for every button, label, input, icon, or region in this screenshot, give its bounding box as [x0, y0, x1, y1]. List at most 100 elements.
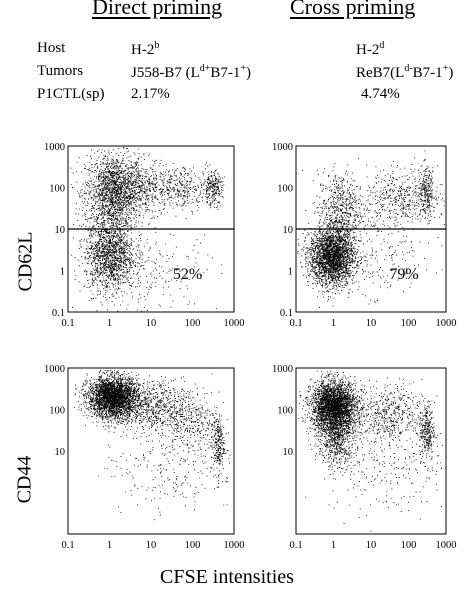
cell-point [96, 252, 98, 254]
cell-point [139, 191, 140, 193]
cell-point [146, 239, 148, 241]
cell-point [215, 198, 216, 199]
cell-point [197, 184, 199, 186]
cell-point [168, 171, 170, 172]
cell-point [128, 188, 130, 190]
cell-point [148, 180, 150, 182]
cell-point [156, 175, 157, 176]
cell-point [113, 254, 115, 256]
cell-point [123, 190, 125, 192]
cell-point [341, 263, 343, 265]
cell-point [129, 288, 131, 290]
cell-point [211, 194, 213, 196]
cell-point [121, 188, 123, 189]
cell-point [103, 179, 105, 181]
cell-point [112, 230, 114, 232]
cell-point [332, 239, 334, 241]
cell-point [111, 195, 113, 196]
cell-point [128, 195, 130, 197]
cell-point [134, 181, 136, 183]
cell-point [98, 241, 100, 243]
cell-point [89, 184, 90, 186]
cell-point [98, 205, 99, 206]
cell-point [97, 230, 99, 232]
cell-point [92, 256, 94, 258]
cell-point [151, 275, 153, 277]
cell-point [91, 265, 93, 266]
cell-point [107, 171, 109, 173]
cell-point [148, 224, 150, 225]
cell-point [108, 218, 110, 219]
cell-point [89, 248, 90, 250]
cell-point [112, 159, 113, 161]
cell-point [118, 249, 120, 251]
cell-point [155, 159, 157, 161]
cell-point [112, 176, 114, 177]
cell-point [134, 197, 136, 199]
cd62l-axis-label: CD62L [14, 231, 37, 292]
cell-point [112, 223, 114, 225]
cell-point [115, 223, 117, 225]
cell-point [125, 166, 127, 167]
cell-point [147, 189, 149, 190]
cell-point [163, 198, 165, 200]
cell-point [103, 268, 105, 270]
cell-point [215, 198, 216, 200]
cell-point [138, 240, 140, 242]
cell-point [112, 259, 114, 261]
cell-point [108, 185, 110, 187]
cell-point [109, 249, 111, 250]
cell-point [120, 186, 122, 187]
cell-point [104, 186, 105, 188]
cell-point [109, 191, 111, 193]
cell-point [116, 254, 118, 256]
cell-point [137, 188, 139, 190]
cell-point [85, 226, 87, 227]
cell-point [182, 209, 184, 211]
cell-point [357, 268, 359, 270]
cell-point [146, 189, 148, 191]
cell-point [207, 254, 209, 256]
cell-point [96, 216, 98, 218]
cell-point [134, 214, 135, 215]
cell-point [141, 184, 143, 186]
cell-point [113, 181, 115, 183]
cell-point [101, 230, 103, 232]
cell-point [92, 260, 94, 262]
cell-point [101, 184, 102, 186]
cell-point [120, 256, 122, 258]
cell-point [119, 216, 121, 218]
cell-point [131, 162, 132, 164]
cell-point [90, 273, 92, 274]
cell-point [107, 181, 108, 183]
cell-point [125, 165, 127, 167]
cell-point [191, 199, 193, 200]
cell-point [176, 269, 178, 271]
cell-point [355, 266, 357, 268]
cell-point [154, 285, 156, 287]
cell-point [122, 252, 124, 254]
cell-point [97, 268, 99, 270]
cell-point [121, 189, 122, 191]
cell-point [166, 181, 168, 183]
cell-point [111, 227, 113, 228]
cell-point [111, 232, 113, 234]
cell-point [119, 244, 121, 246]
cell-point [340, 286, 342, 288]
cell-point [213, 180, 215, 182]
cell-point [127, 195, 129, 197]
cell-point [129, 196, 131, 197]
cell-point [126, 258, 128, 260]
cell-point [216, 186, 218, 188]
cell-point [113, 263, 115, 264]
cell-point [97, 232, 99, 234]
cell-point [185, 201, 187, 203]
cell-point [105, 262, 107, 264]
cell-point [97, 272, 98, 274]
cell-point [86, 155, 88, 156]
cell-point [120, 199, 122, 201]
cell-point [116, 212, 118, 214]
cell-point [97, 260, 99, 261]
cell-point [108, 255, 110, 257]
cell-point [115, 258, 116, 259]
